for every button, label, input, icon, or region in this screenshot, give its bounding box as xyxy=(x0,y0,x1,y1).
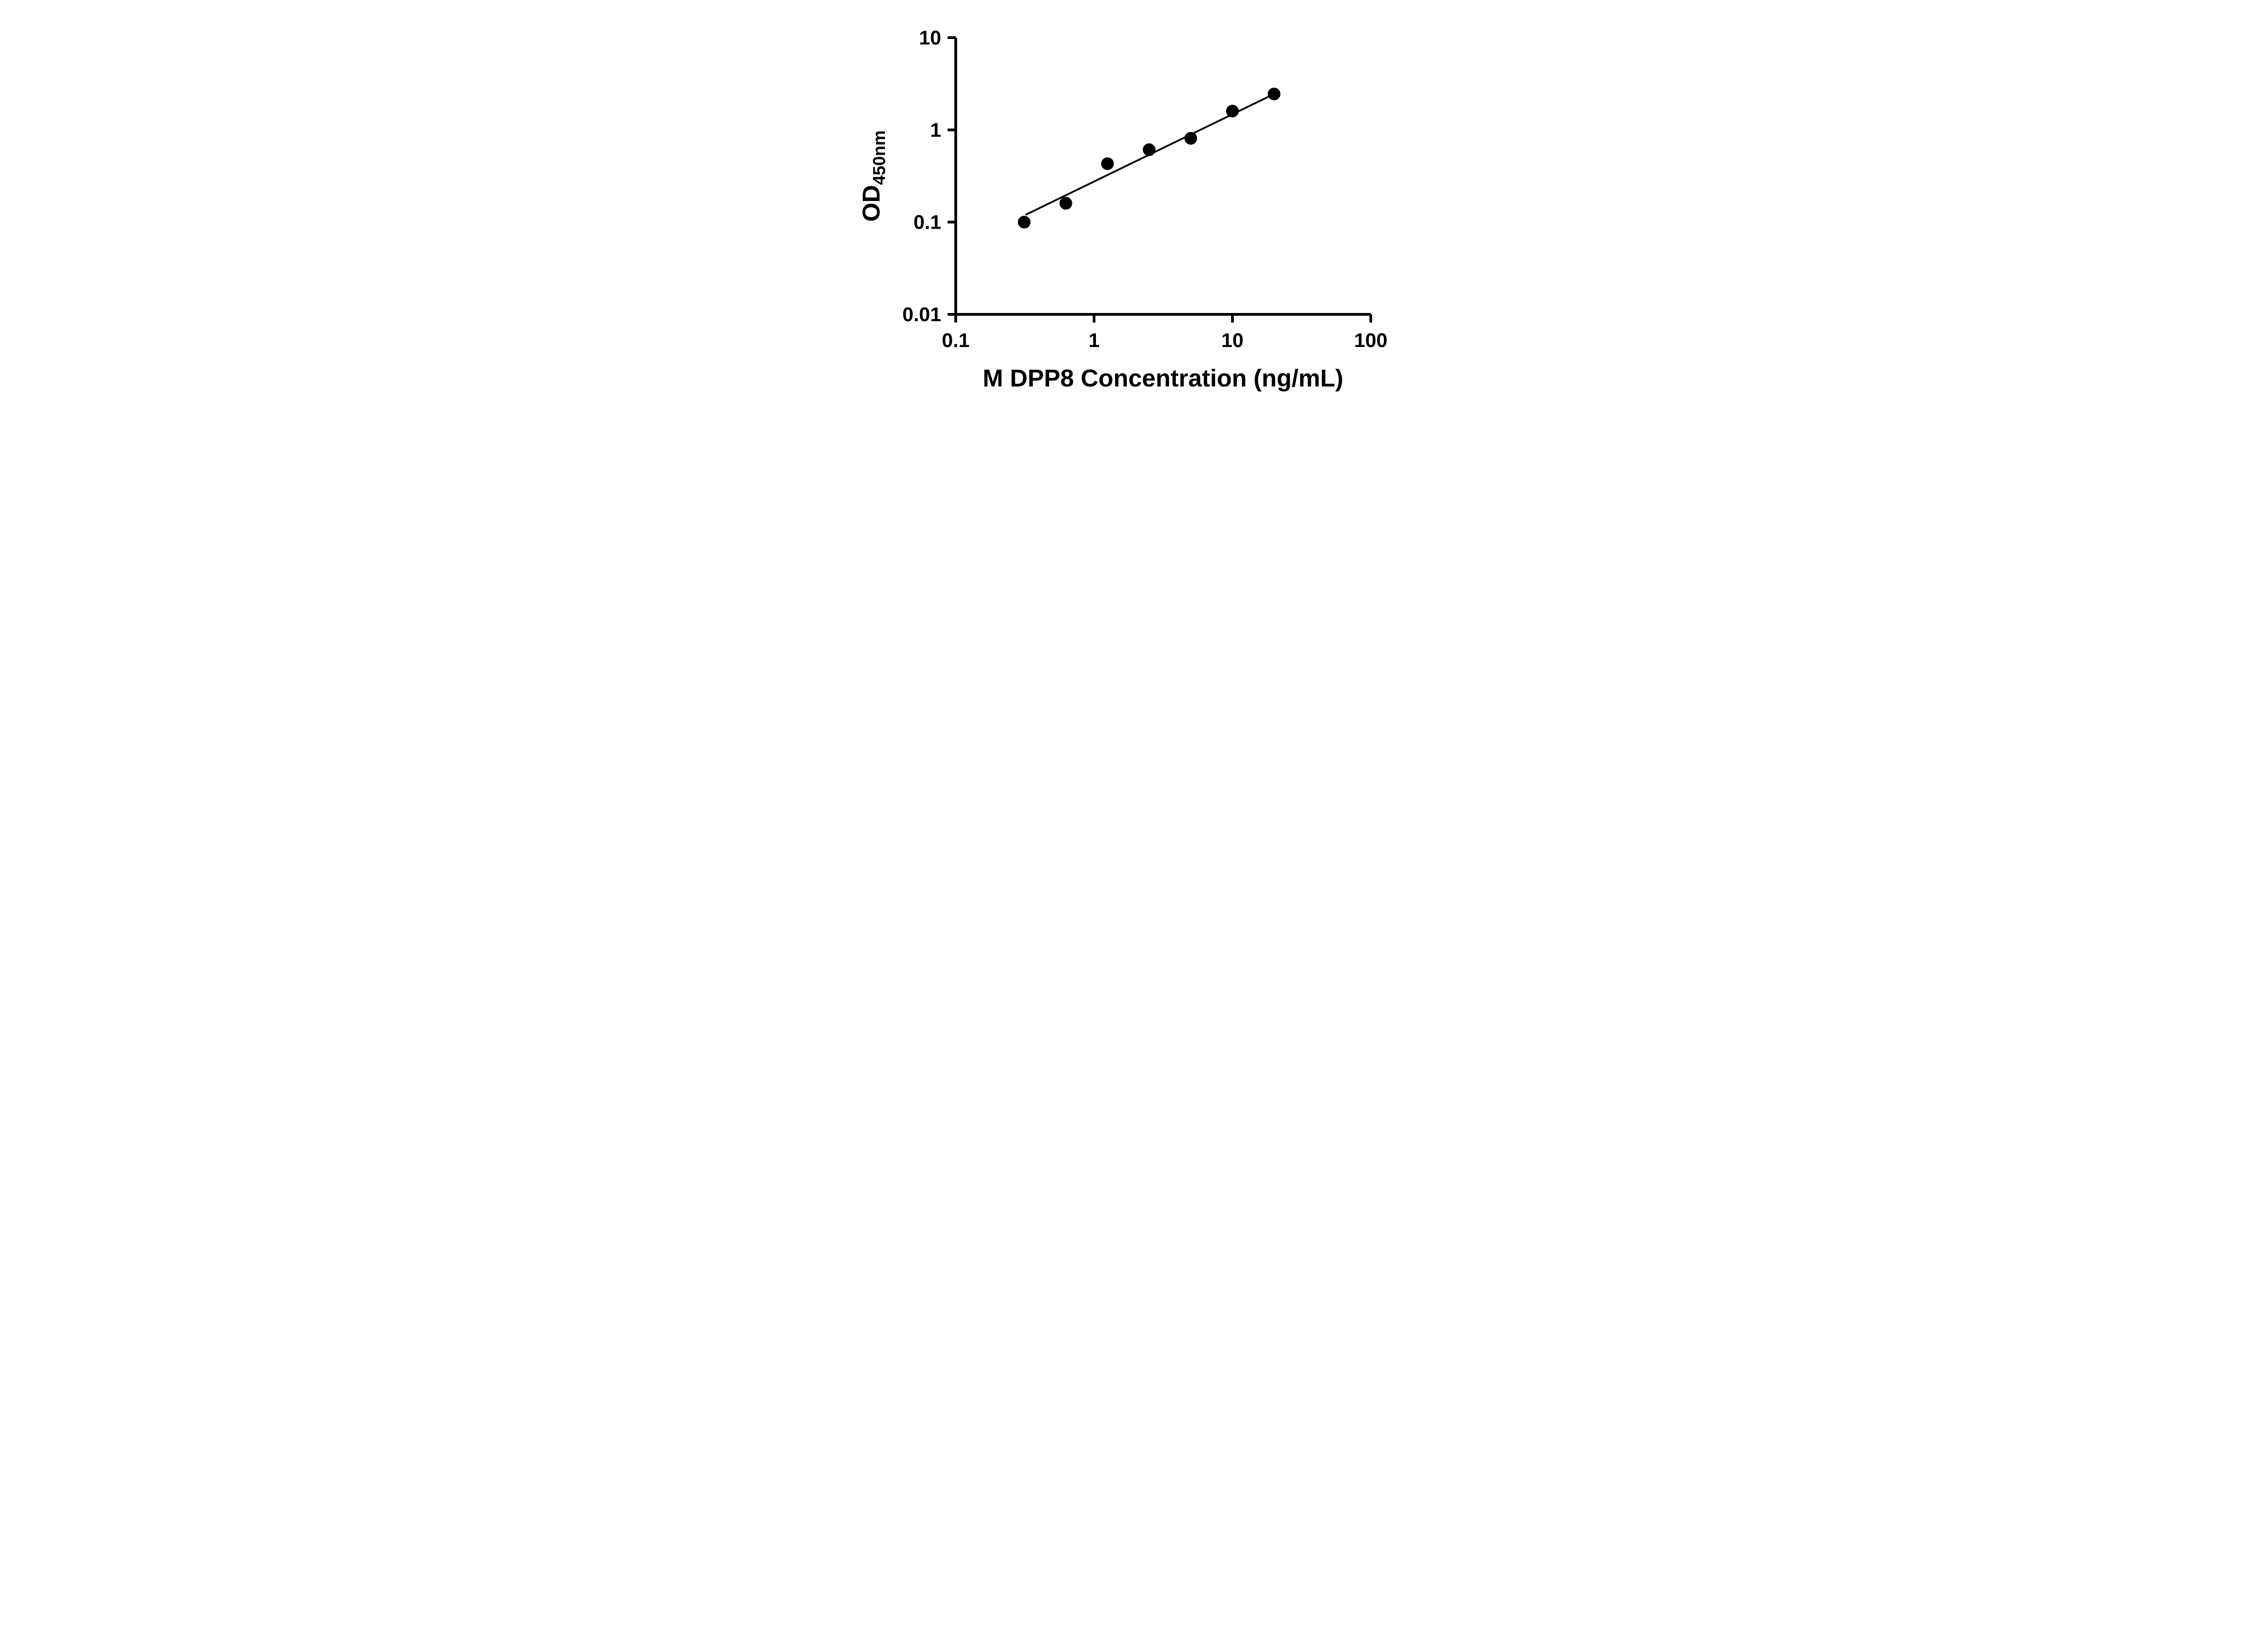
data-point xyxy=(1267,88,1281,101)
data-point xyxy=(1101,157,1114,170)
data-point xyxy=(1143,143,1156,156)
x-tick-label: 1 xyxy=(1089,329,1100,352)
data-point xyxy=(1059,197,1072,210)
data-point xyxy=(1226,104,1239,117)
y-tick-label: 1 xyxy=(930,119,941,141)
elisa-standard-curve-figure: 0.1 1 10 100 0.01 0.1 1 10 M DPP8 Concentration… xyxy=(842,0,1426,408)
y-axis-title: OD450nm xyxy=(858,130,889,221)
data-point xyxy=(1017,215,1031,229)
x-tick-label: 10 xyxy=(1222,329,1244,352)
y-axis-title-subscript: 450nm xyxy=(870,130,889,185)
x-tick-label: 0.1 xyxy=(942,329,969,352)
y-tick-label: 0.01 xyxy=(902,303,941,326)
y-axis-title-base: OD xyxy=(858,185,885,222)
data-point xyxy=(1184,132,1198,145)
y-tick-label: 10 xyxy=(919,27,941,49)
axis-lines xyxy=(954,38,1371,316)
x-tick-label: 100 xyxy=(1354,329,1387,352)
x-axis-title: M DPP8 Concentration (ng/mL) xyxy=(983,365,1344,392)
y-tick-label: 0.1 xyxy=(914,211,941,234)
